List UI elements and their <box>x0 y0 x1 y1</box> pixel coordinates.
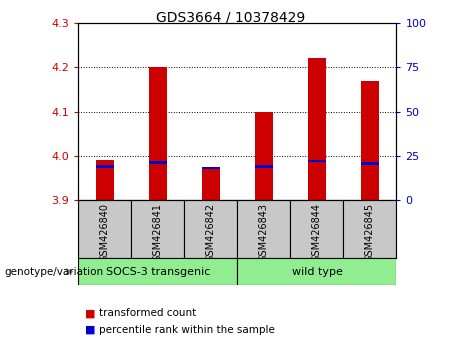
Bar <box>237 200 290 258</box>
Bar <box>254 112 273 200</box>
Bar <box>148 67 167 200</box>
Bar <box>78 258 237 285</box>
Bar <box>95 160 114 200</box>
Bar <box>361 80 379 200</box>
Bar <box>131 200 184 258</box>
Text: SOCS-3 transgenic: SOCS-3 transgenic <box>106 267 210 277</box>
Text: GDS3664 / 10378429: GDS3664 / 10378429 <box>156 11 305 25</box>
Text: percentile rank within the sample: percentile rank within the sample <box>99 325 275 335</box>
Bar <box>95 166 114 168</box>
Bar <box>148 161 167 164</box>
Text: GSM426840: GSM426840 <box>100 203 110 262</box>
Bar <box>290 200 343 258</box>
Text: GSM426842: GSM426842 <box>206 203 216 262</box>
Text: ■: ■ <box>85 308 96 318</box>
Text: wild type: wild type <box>291 267 343 277</box>
Bar <box>254 166 273 168</box>
Text: ■: ■ <box>85 325 96 335</box>
Text: GSM426841: GSM426841 <box>153 203 163 262</box>
Text: GSM426843: GSM426843 <box>259 203 269 262</box>
Bar <box>78 200 131 258</box>
Bar <box>184 200 237 258</box>
Bar <box>237 258 396 285</box>
Text: genotype/variation: genotype/variation <box>5 267 104 277</box>
Text: GSM426844: GSM426844 <box>312 203 322 262</box>
Bar <box>361 162 379 165</box>
Text: transformed count: transformed count <box>99 308 196 318</box>
Bar <box>201 167 220 170</box>
Bar <box>201 169 220 200</box>
Text: GSM426845: GSM426845 <box>365 203 375 262</box>
Bar <box>307 160 326 162</box>
Bar <box>307 58 326 200</box>
Bar <box>343 200 396 258</box>
